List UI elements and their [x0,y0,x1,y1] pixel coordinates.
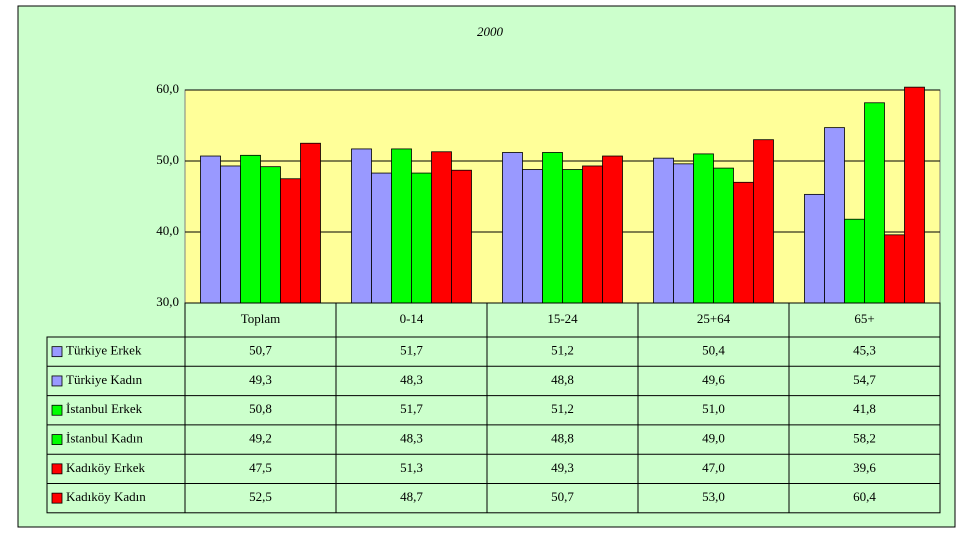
chart-title: 2000 [477,24,504,39]
bar [864,102,885,304]
legend-swatch [51,463,63,475]
bar [451,169,472,304]
bar [300,142,321,304]
table-value: 49,3 [551,460,574,475]
bar [502,152,523,304]
category-label: 65+ [854,311,874,326]
legend-label: İstanbul Erkek [66,401,143,416]
legend-swatch [51,492,63,504]
category-label: Toplam [241,311,281,326]
table-value: 52,5 [249,489,272,504]
table-value: 50,8 [249,401,272,416]
bar [582,165,603,304]
legend-label: Türkiye Erkek [66,343,142,358]
table-value: 50,4 [702,343,725,358]
legend-swatch [51,404,63,416]
bar [200,155,221,304]
legend-swatch [51,375,63,387]
table-value: 48,3 [400,372,423,387]
bar [240,154,261,304]
legend-label: Kadıköy Kadın [66,489,146,504]
bar [753,139,774,304]
table-value: 48,3 [400,431,423,446]
bar [351,148,372,304]
bar [391,148,412,304]
table-value: 49,2 [249,431,272,446]
bar [693,153,714,304]
bar [431,151,452,304]
table-value: 48,7 [400,489,423,504]
y-tick-label: 50,0 [156,152,179,167]
bar [884,234,905,304]
category-label: 0-14 [400,311,424,326]
table-value: 47,5 [249,460,272,475]
table-value: 48,8 [551,372,574,387]
table-value: 51,7 [400,343,423,358]
bar [220,165,241,304]
y-tick-label: 60,0 [156,81,179,96]
table-value: 51,7 [400,401,423,416]
bar [653,157,674,304]
bar [733,181,754,304]
table-value: 45,3 [853,343,876,358]
bar [713,167,734,304]
legend-label: Kadıköy Erkek [66,460,146,475]
bar [562,169,583,304]
legend-swatch [51,346,63,358]
bar [602,155,623,304]
table-value: 51,0 [702,401,725,416]
legend-label: Türkiye Kadın [66,372,143,387]
table-value: 50,7 [249,343,272,358]
bar [280,178,301,304]
bar [904,86,925,304]
bar [260,166,281,304]
category-label: 15-24 [547,311,578,326]
bar [673,163,694,304]
table-value: 60,4 [853,489,876,504]
legend-label: İstanbul Kadın [66,431,143,446]
table-value: 53,0 [702,489,725,504]
table-value: 48,8 [551,431,574,446]
table-value: 54,7 [853,372,876,387]
bar [844,218,865,304]
table-value: 39,6 [853,460,876,475]
table-value: 51,2 [551,343,574,358]
table-value: 41,8 [853,401,876,416]
table-value: 49,3 [249,372,272,387]
table-value: 50,7 [551,489,574,504]
y-tick-label: 40,0 [156,223,179,238]
bar [411,172,432,304]
table-value: 47,0 [702,460,725,475]
table-value: 49,0 [702,431,725,446]
bar [804,193,825,304]
table-value: 51,2 [551,401,574,416]
table-value: 49,6 [702,372,725,387]
bar [542,152,563,304]
bar [824,127,845,304]
table-value: 58,2 [853,431,876,446]
y-tick-label: 30,0 [156,294,179,309]
legend-swatch [51,434,63,445]
table-value: 51,3 [400,460,423,475]
bar [371,172,392,304]
category-label: 25+64 [697,311,731,326]
bar [522,169,543,304]
